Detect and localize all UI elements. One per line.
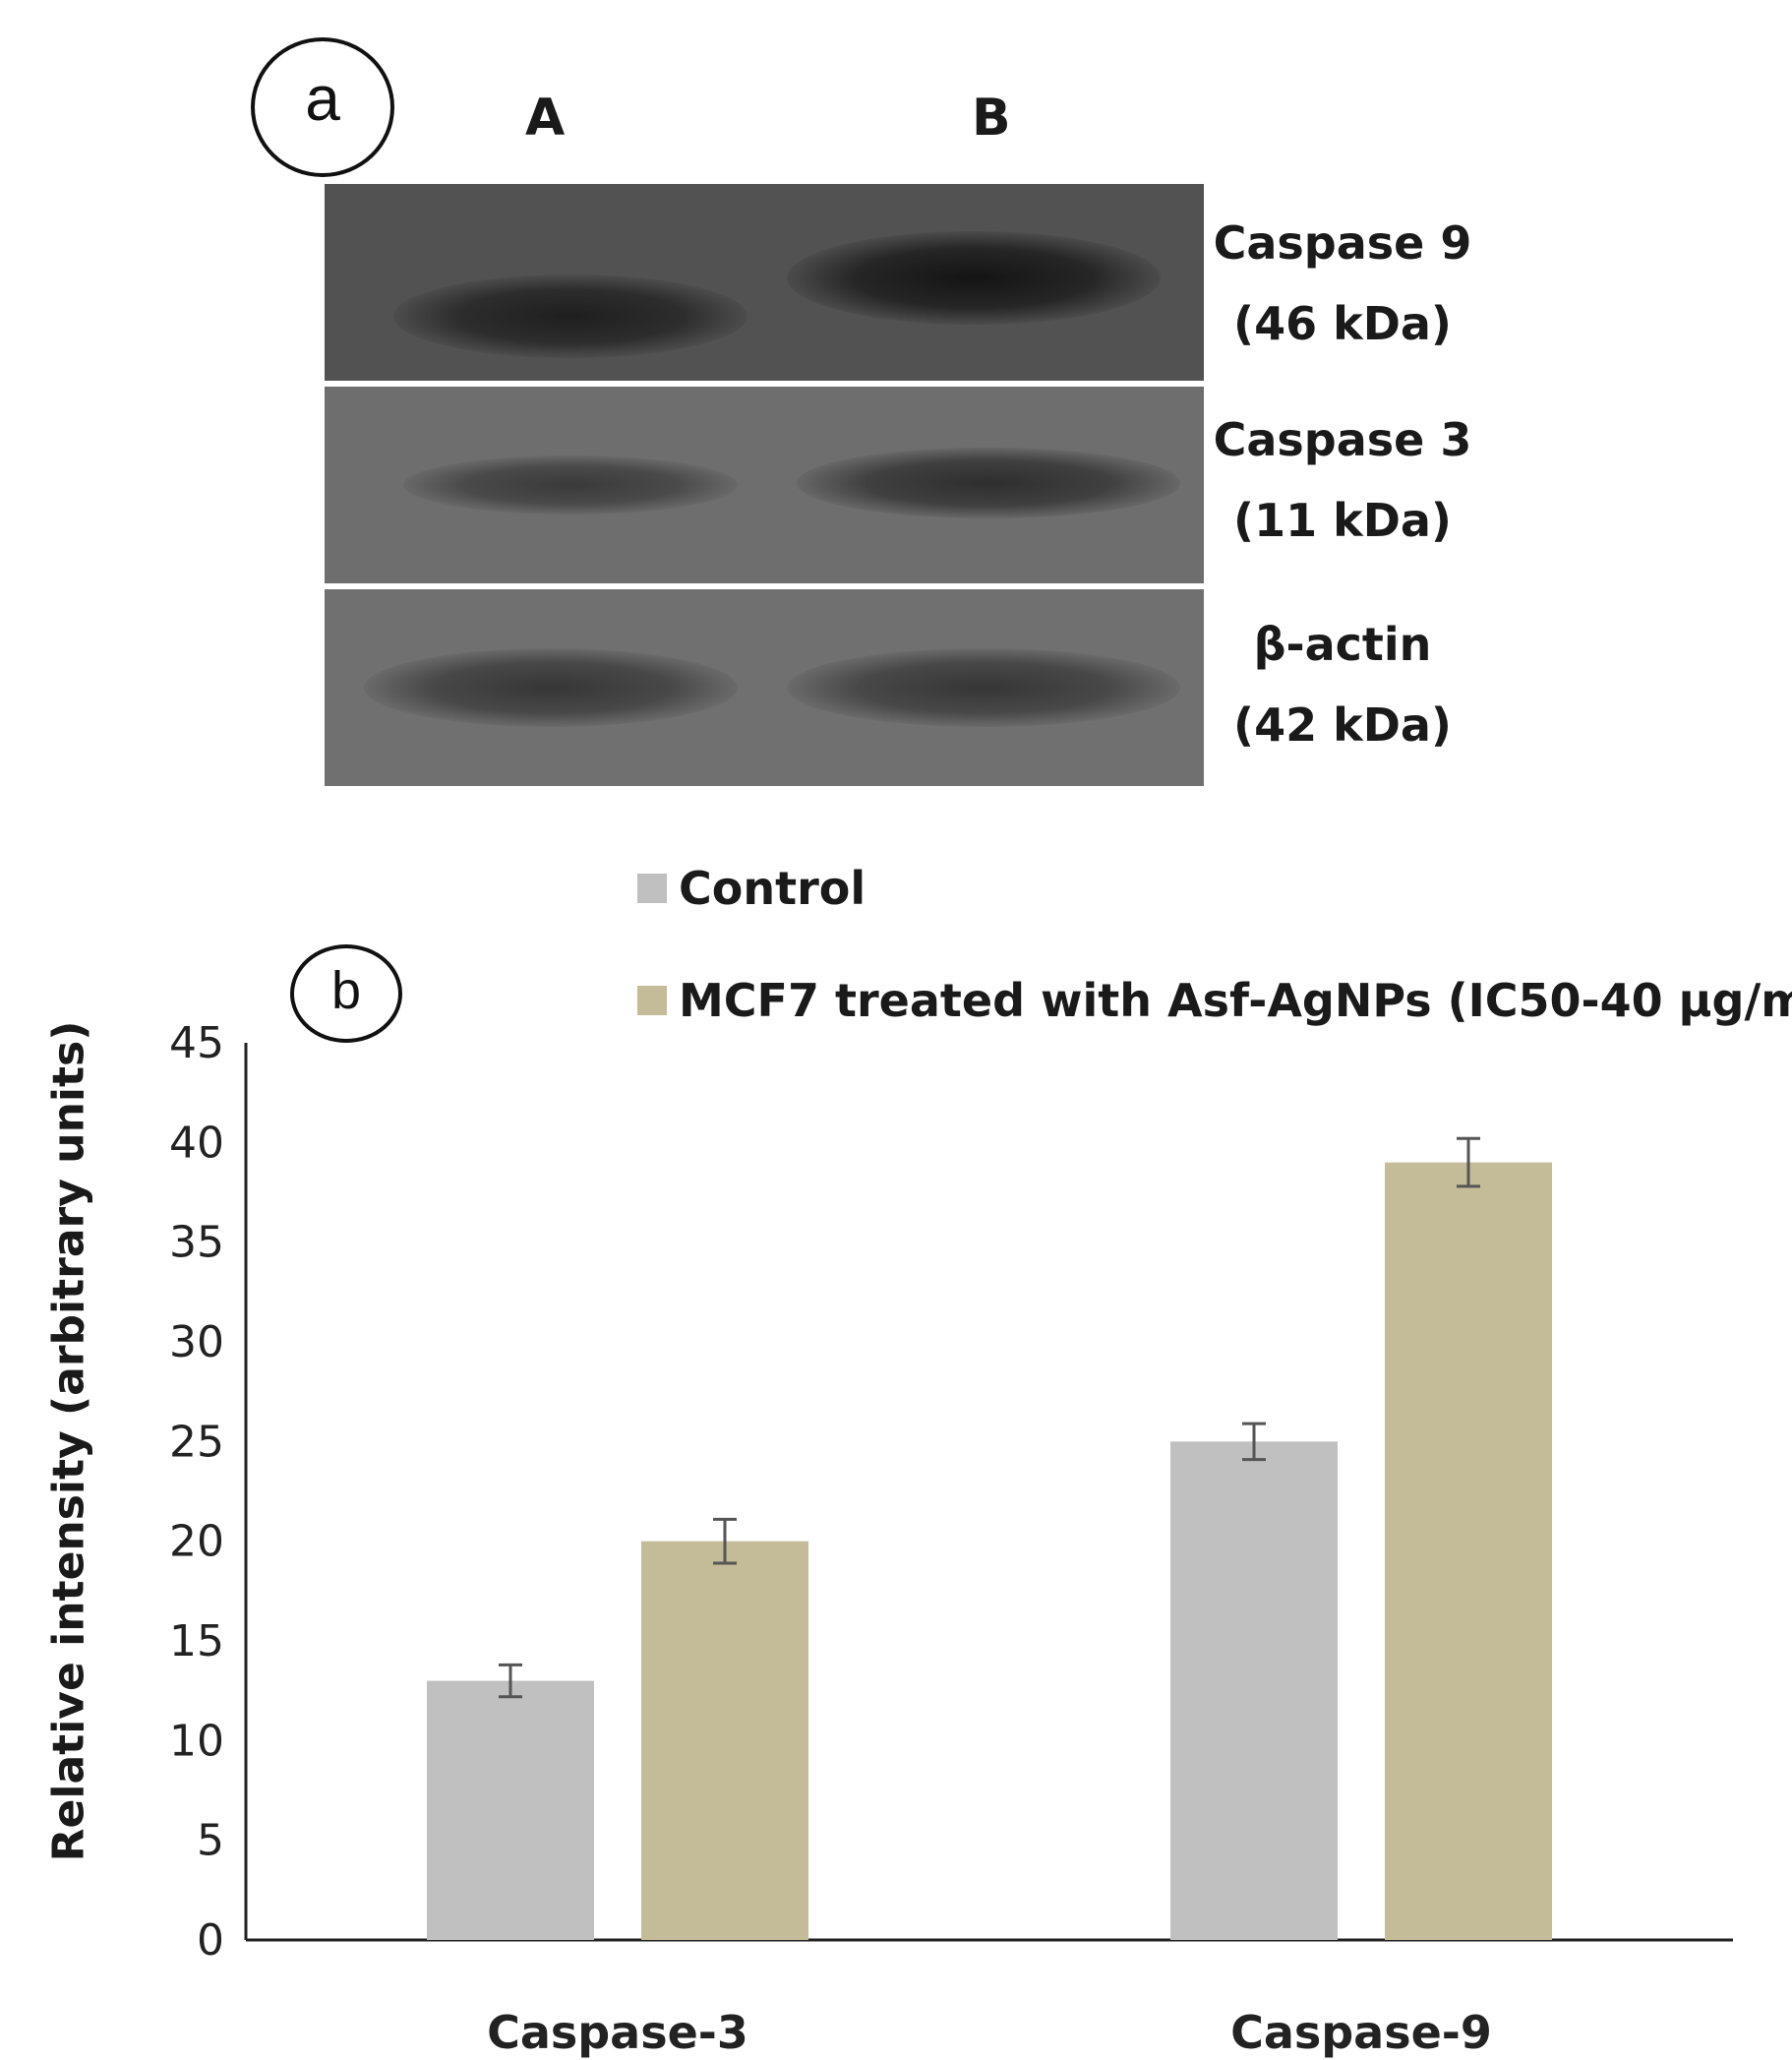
band-actin-lane-a xyxy=(364,648,738,727)
y-tick-label: 35 xyxy=(169,1218,224,1268)
blot-label-caspase-3: Caspase 3 (11 kDa) xyxy=(1210,399,1475,561)
y-tick-label: 20 xyxy=(169,1517,224,1567)
protein-name: Caspase 9 xyxy=(1213,216,1472,270)
legend-label-treated: MCF7 treated with Asf-AgNPs (IC50-40 μg/… xyxy=(679,974,1792,1027)
blot-beta-actin xyxy=(325,589,1204,786)
blot-caspase-9 xyxy=(325,184,1204,381)
blot-label-beta-actin: β-actin (42 kDa) xyxy=(1210,604,1475,765)
protein-name: β-actin xyxy=(1253,618,1432,671)
y-tick-label: 10 xyxy=(169,1716,224,1766)
y-tick-label: 25 xyxy=(169,1417,224,1467)
x-tick-label-caspase-3: Caspase-3 xyxy=(487,2006,748,2059)
bar-caspase-9-series-1 xyxy=(1385,1162,1552,1940)
band-caspase9-lane-b xyxy=(787,231,1161,325)
y-tick-label: 0 xyxy=(197,1915,224,1966)
blot-caspase-3 xyxy=(325,387,1204,583)
y-tick-label: 5 xyxy=(197,1816,224,1866)
legend-label-control: Control xyxy=(679,862,866,915)
band-caspase3-lane-b xyxy=(797,448,1180,518)
y-tick-label: 15 xyxy=(169,1616,224,1666)
panel-a-label: a xyxy=(251,37,394,177)
band-caspase3-lane-a xyxy=(403,455,738,515)
protein-size: (11 kDa) xyxy=(1233,494,1452,547)
bar-caspase-9-series-0 xyxy=(1170,1441,1338,1940)
protein-size: (42 kDa) xyxy=(1233,698,1452,752)
band-actin-lane-b xyxy=(787,648,1180,727)
lane-label-a: A xyxy=(525,89,566,148)
y-tick-label: 45 xyxy=(169,1018,224,1068)
legend-item-treated: MCF7 treated with Asf-AgNPs (IC50-40 μg/… xyxy=(637,974,1792,1027)
bar-caspase-3-series-0 xyxy=(427,1680,594,1940)
legend-swatch-treated xyxy=(637,986,667,1015)
y-tick-label: 40 xyxy=(169,1118,224,1168)
blot-label-caspase-9: Caspase 9 (46 kDa) xyxy=(1210,203,1475,364)
protein-size: (46 kDa) xyxy=(1233,297,1452,350)
y-tick-label: 30 xyxy=(169,1317,224,1367)
band-caspase9-lane-a xyxy=(393,274,747,358)
bar-caspase-3-series-1 xyxy=(641,1541,808,1940)
lane-label-b: B xyxy=(972,89,1011,148)
legend-swatch-control xyxy=(637,874,667,903)
panel-b-label: b xyxy=(290,944,402,1043)
x-tick-label-caspase-9: Caspase-9 xyxy=(1230,2006,1492,2059)
legend-item-control: Control xyxy=(637,862,866,915)
protein-name: Caspase 3 xyxy=(1213,413,1472,466)
